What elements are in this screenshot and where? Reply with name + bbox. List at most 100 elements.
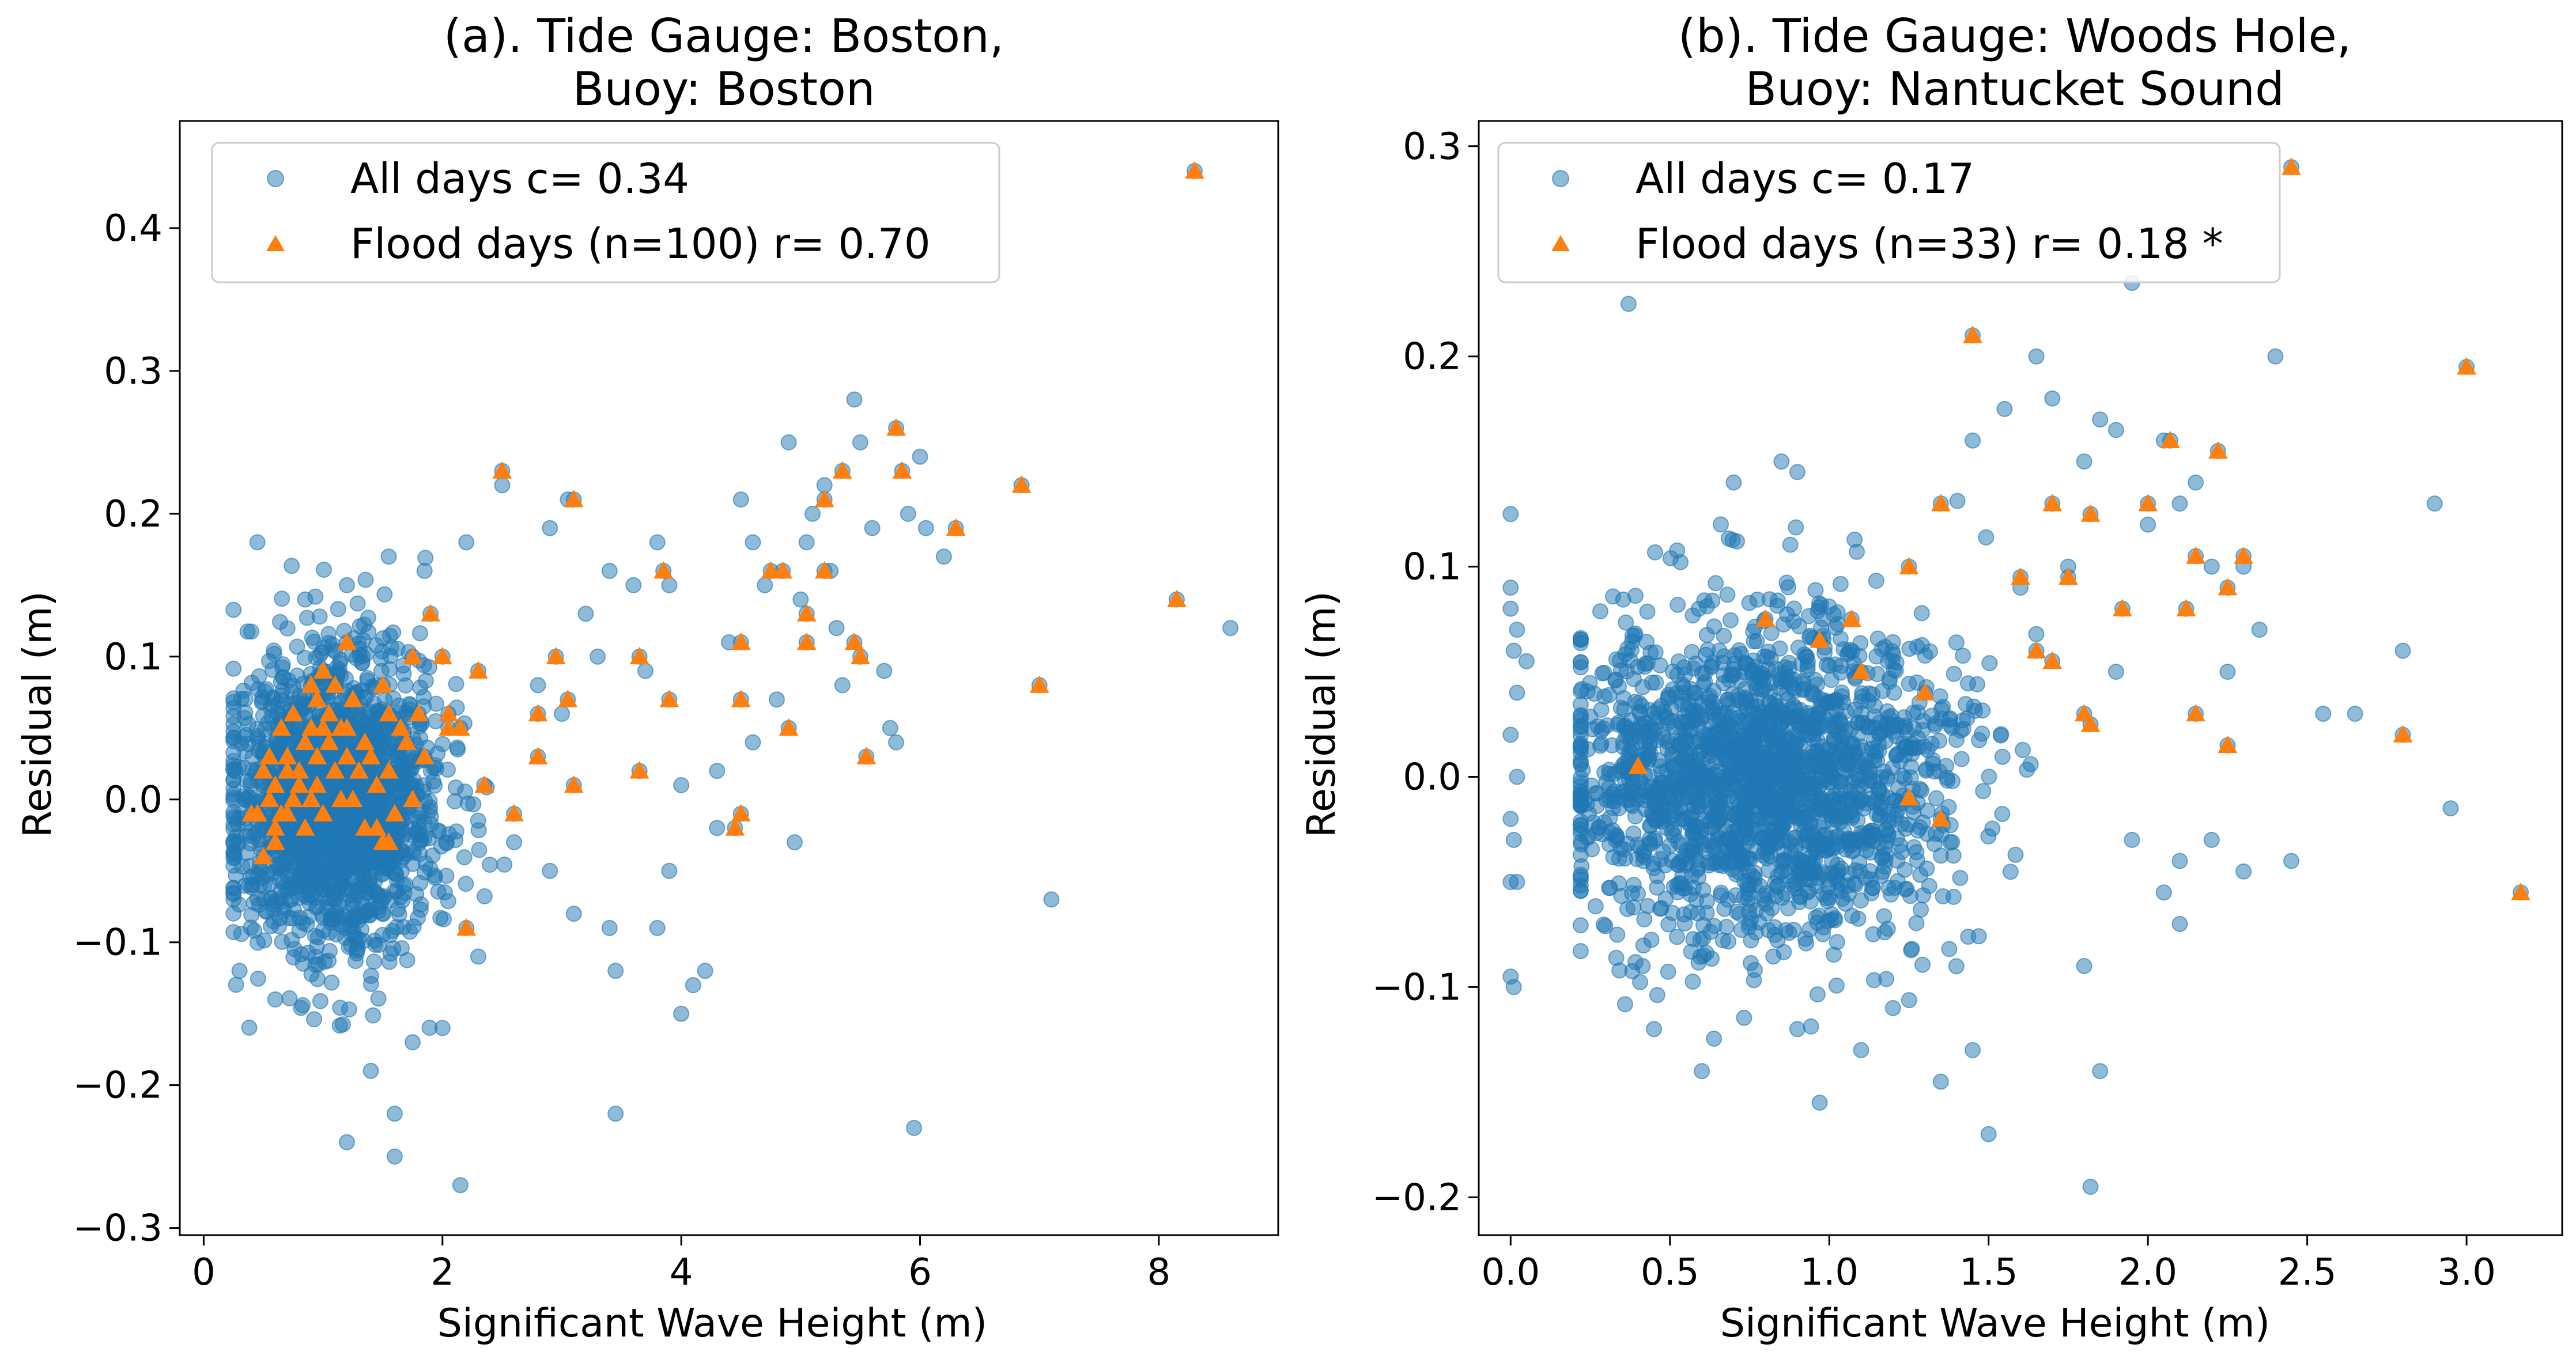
panel-b-all-days-point: [2028, 348, 2045, 365]
panel-a-all-days-point: [294, 997, 311, 1013]
panel-a-flood-day-point: [474, 775, 494, 793]
panel-b-all-days-point: [1833, 883, 1849, 899]
panel-b-all-days-point: [1708, 814, 1725, 831]
panel-a-all-days-point: [294, 955, 311, 972]
panel-a-flood-day-point: [313, 661, 333, 679]
panel-b-all-days-point: [1752, 721, 1769, 737]
panel-b-all-days-point: [1875, 864, 1891, 880]
panel-b-all-days-point: [1823, 672, 1840, 688]
panel-b-legend: All days c= 0.17 Flood days (n=33) r= 0.…: [1497, 142, 2281, 283]
panel-b-all-days-point: [1653, 698, 1670, 714]
panel-a-all-days-point: [1043, 891, 1060, 908]
panel-a-all-days-point: [348, 945, 365, 962]
panel-b-all-days-point: [1776, 851, 1793, 868]
panel-a-all-days-point: [876, 662, 893, 679]
panel-a-all-days-point: [649, 534, 666, 551]
panel-b-all-days-point: [2426, 495, 2443, 512]
panel-b-all-days-point: [1913, 902, 1929, 918]
panel-a-all-days-point: [882, 720, 898, 736]
panel-a-all-days-point: [607, 1105, 624, 1122]
panel-a-flood-day-point: [379, 761, 399, 779]
panel-b-all-days-point: [1909, 638, 1925, 655]
panel-b-all-days-point: [1809, 732, 1826, 749]
panel-b-all-days-point: [1613, 888, 1630, 904]
panel-a-flood-day-point: [277, 747, 297, 764]
panel-b-legend-label-flood-days: Flood days (n=33) r= 0.18 *: [1636, 219, 2223, 268]
panel-b-all-days-point: [1572, 744, 1589, 761]
panel-b-all-days-point: [1992, 727, 2009, 744]
panel-b-all-days-point: [1952, 870, 1969, 886]
panel-b-all-days-point: [1778, 574, 1795, 591]
panel-a-flood-day-point: [337, 632, 357, 650]
panel-a-all-days-point: [249, 890, 266, 907]
panel-a-all-days-point: [846, 391, 863, 408]
panel-b-all-days-point: [1670, 833, 1686, 850]
panel-b-all-days-point: [1676, 915, 1693, 932]
panel-b-all-days-point: [2219, 664, 2236, 680]
panel-a-flood-day-point: [343, 690, 363, 707]
panel-a-all-days-point: [231, 896, 247, 913]
panel-a-all-days-point: [373, 893, 390, 910]
panel-b-all-days-point: [1686, 684, 1702, 701]
panel-b-all-days-point: [1639, 603, 1656, 620]
panel-a-all-days-point: [382, 648, 399, 664]
panel-b-all-days-point: [1652, 900, 1668, 917]
panel-b-all-days-point: [1792, 702, 1808, 718]
panel-a-all-days-point: [250, 970, 266, 987]
x-tick-label: 4: [670, 1251, 693, 1294]
panel-b-all-days-point: [1941, 711, 1958, 728]
panel-b-all-days-point: [1863, 719, 1879, 735]
panel-a-all-days-point: [542, 862, 558, 879]
panel-a-flood-day-point: [367, 818, 387, 836]
panel-b-all-days-point: [1632, 733, 1648, 749]
panel-a-all-days-point: [506, 834, 523, 851]
panel-a-flood-day-point: [385, 804, 405, 821]
panel-a-flood-day-point: [528, 747, 548, 764]
panel-b-x-axis-label: Significant Wave Height (m): [1720, 1301, 2270, 1346]
panel-a-title-line2: Buoy: Boston: [573, 62, 875, 116]
panel-b-all-days-point: [2092, 411, 2109, 428]
panel-b-all-days-point: [1789, 464, 1806, 480]
panel-b-all-days-point: [1791, 894, 1807, 910]
panel-a-all-days-point: [348, 650, 365, 667]
panel-b-all-days-point: [1869, 752, 1886, 769]
panel-b-all-days-point: [1811, 1095, 1828, 1111]
panel-b-all-days-point: [1888, 807, 1905, 824]
panel-b-all-days-point: [1853, 833, 1870, 850]
panel-b-all-days-point: [1906, 720, 1922, 737]
panel-a-all-days-point: [376, 586, 393, 603]
panel-b-all-days-point: [1794, 790, 1811, 807]
panel-b-all-days-point: [1668, 780, 1685, 797]
panel-a-all-days-point: [243, 869, 259, 886]
panel-a-all-days-point: [590, 648, 606, 665]
panel-a-all-days-point: [673, 1005, 690, 1022]
panel-b-all-days-point: [1668, 803, 1684, 820]
panel-a-flood-day-point: [886, 418, 906, 436]
panel-a-flood-day-point: [796, 604, 817, 622]
y-tick-label: 0.3: [1403, 126, 1461, 168]
panel-b-all-days-point: [1874, 683, 1891, 699]
panel-a-all-days-point: [917, 520, 934, 536]
panel-a-y-axis-label: Residual (m): [15, 591, 61, 838]
y-tick-label: −0.1: [1372, 966, 1461, 1009]
panel-b-all-days-point: [1649, 879, 1665, 896]
panel-b-all-days-point: [1955, 712, 1971, 729]
panel-a-all-days-point: [416, 563, 433, 579]
panel-b-all-days-point: [1702, 833, 1718, 850]
y-tick-label: 0.0: [1403, 756, 1461, 799]
panel-b-legend-circle-marker: [1552, 170, 1569, 187]
panel-a-all-days-point: [304, 630, 320, 646]
panel-a-flood-day-point: [277, 804, 297, 821]
panel-b-all-days-point: [1706, 918, 1723, 934]
panel-b-all-days-point: [1502, 600, 1519, 617]
panel-a-all-days-point: [250, 728, 266, 744]
panel-a-all-days-point: [745, 534, 761, 551]
panel-b-all-days-point: [1978, 529, 1995, 546]
panel-a-all-days-point: [316, 562, 332, 578]
panel-a-all-days-point: [241, 1019, 258, 1036]
panel-b-all-days-point: [1878, 971, 1895, 987]
panel-a-legend-circle-marker: [267, 170, 284, 187]
panel-b-all-days-point: [1941, 941, 1958, 957]
y-tick-label: 0.3: [104, 350, 163, 393]
panel-b-all-days-point: [1832, 576, 1849, 592]
